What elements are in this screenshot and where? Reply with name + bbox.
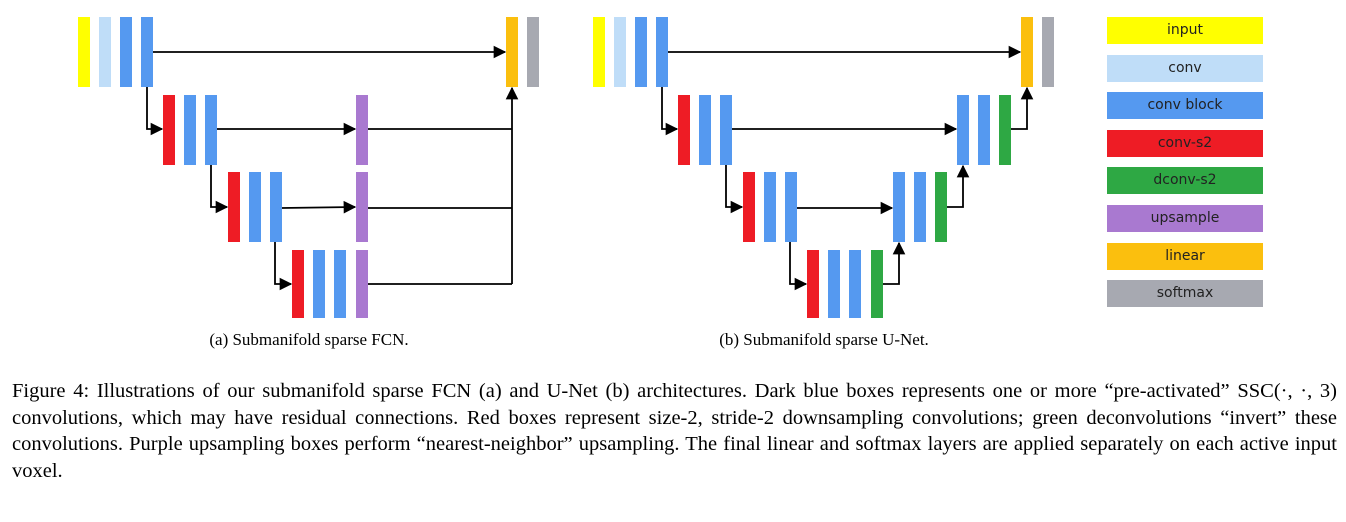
conv-block — [635, 17, 647, 87]
conv-s2-block — [163, 95, 175, 165]
linear-block — [506, 17, 518, 87]
conv-s2-block — [228, 172, 240, 242]
conv-block — [334, 250, 346, 318]
architecture-diagrams — [78, 17, 1054, 318]
subcaption-fcn: (a) Submanifold sparse FCN. — [209, 330, 409, 349]
figure-caption-text-2: convolutions, which may have residual co… — [12, 380, 1343, 482]
arrow — [1011, 86, 1034, 130]
arrow — [883, 241, 906, 285]
softmax-block — [527, 17, 539, 87]
figure-caption: Figure 4: Illustrations of our submanifo… — [12, 378, 1337, 484]
arrow — [281, 200, 357, 214]
input-block — [78, 17, 90, 87]
legend-item-conv-s2: conv-s2 — [1107, 129, 1263, 157]
input-block — [593, 17, 605, 87]
upsample-block — [356, 172, 368, 242]
conv-block — [205, 95, 217, 165]
conv-block — [893, 172, 905, 242]
conv-s2-block — [807, 250, 819, 318]
conv-block — [184, 95, 196, 165]
unet-diagram — [593, 17, 1054, 318]
conv-s2-block — [678, 95, 690, 165]
arrow — [661, 87, 679, 136]
conv-block — [699, 95, 711, 165]
conv-block — [120, 17, 132, 87]
upsample-block — [356, 95, 368, 165]
legend-item-conv: conv — [1107, 54, 1263, 82]
conv-block — [764, 172, 776, 242]
legend-item-upsample: upsample — [1107, 205, 1263, 232]
subcaption-unet: (b) Submanifold sparse U-Net. — [719, 330, 929, 349]
conv-block — [313, 250, 325, 318]
conv-block — [720, 95, 732, 165]
legend-item-softmax: softmax — [1107, 280, 1263, 308]
conv-block — [785, 172, 797, 242]
upsample-block — [356, 250, 368, 318]
dconv-s2-block — [871, 250, 883, 318]
conv-block — [141, 17, 153, 87]
conv-block — [828, 250, 840, 318]
conv-s2-block — [743, 172, 755, 242]
figure-caption-math: (·, ·, 3) — [1273, 380, 1337, 402]
conv-block — [249, 172, 261, 242]
legend-item-conv-block: conv block — [1107, 92, 1263, 120]
conv-s2-block — [292, 250, 304, 318]
conv-block — [914, 172, 926, 242]
arrow — [146, 87, 164, 136]
conv-block — [656, 17, 668, 87]
conv-block — [957, 95, 969, 165]
arrow — [725, 165, 744, 214]
linear-block — [1021, 17, 1033, 87]
legend-item-linear: linear — [1107, 242, 1263, 270]
arrow — [274, 242, 293, 291]
dconv-s2-block — [935, 172, 947, 242]
arrow — [947, 164, 970, 208]
conv-block-light — [614, 17, 626, 87]
conv-block — [849, 250, 861, 318]
legend-item-dconv-s2: dconv-s2 — [1107, 167, 1263, 195]
figure-caption-text-1: Figure 4: Illustrations of our submanifo… — [12, 380, 1274, 402]
conv-block — [270, 172, 282, 242]
legend-item-input: input — [1107, 17, 1263, 44]
arrow — [210, 165, 229, 214]
fcn-diagram — [78, 17, 539, 318]
conv-block-light — [99, 17, 111, 87]
softmax-block — [1042, 17, 1054, 87]
dconv-s2-block — [999, 95, 1011, 165]
arrow — [789, 242, 808, 291]
conv-block — [978, 95, 990, 165]
